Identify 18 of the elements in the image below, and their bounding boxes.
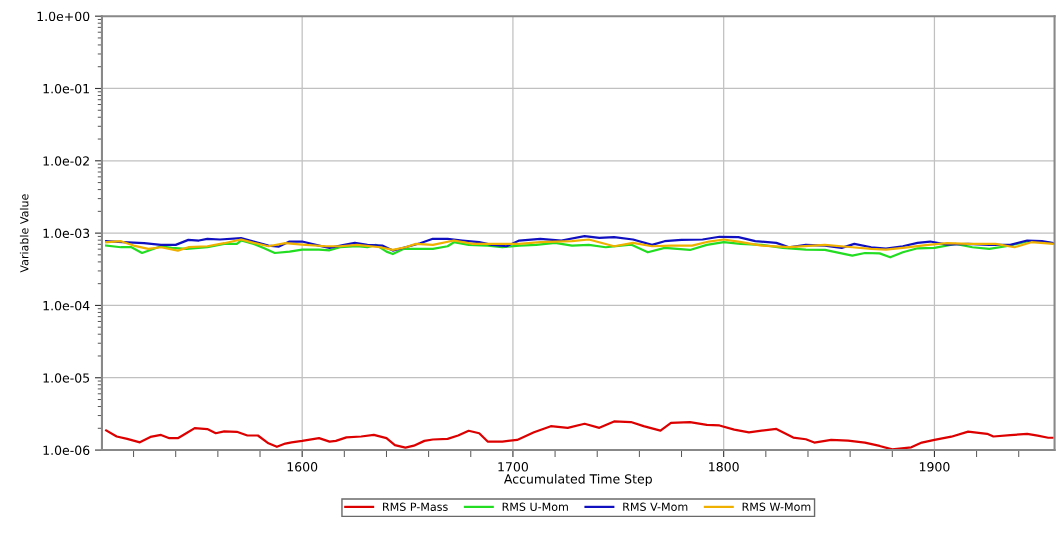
x-axis-title: Accumulated Time Step [503,473,652,487]
legend-label: RMS W-Mom [742,502,811,511]
y-tick-label: 1.0e-01 [43,83,89,94]
y-tick-label: 1.0e-03 [43,228,90,239]
y-tick-label: 1.0e-06 [43,445,90,455]
legend-label: RMS P-Mass [383,502,448,511]
x-tick-label: 1900 [919,462,950,472]
y-tick-label: 1.0e-02 [43,156,89,166]
legend-label: RMS V-Mom [623,502,688,511]
y-tick-label: 1.0e-04 [43,300,90,311]
y-tick-label: 1.0e+00 [37,11,90,22]
y-tick-label: 1.0e-05 [43,373,90,383]
x-tick-label: 1800 [709,462,739,472]
x-tick-label: 1600 [287,462,318,472]
x-tick-label: 1700 [498,462,528,472]
line-series [105,420,1054,451]
legend-label: RMS U-Mom [502,502,568,511]
y-axis-title: Variable Value [19,194,29,273]
